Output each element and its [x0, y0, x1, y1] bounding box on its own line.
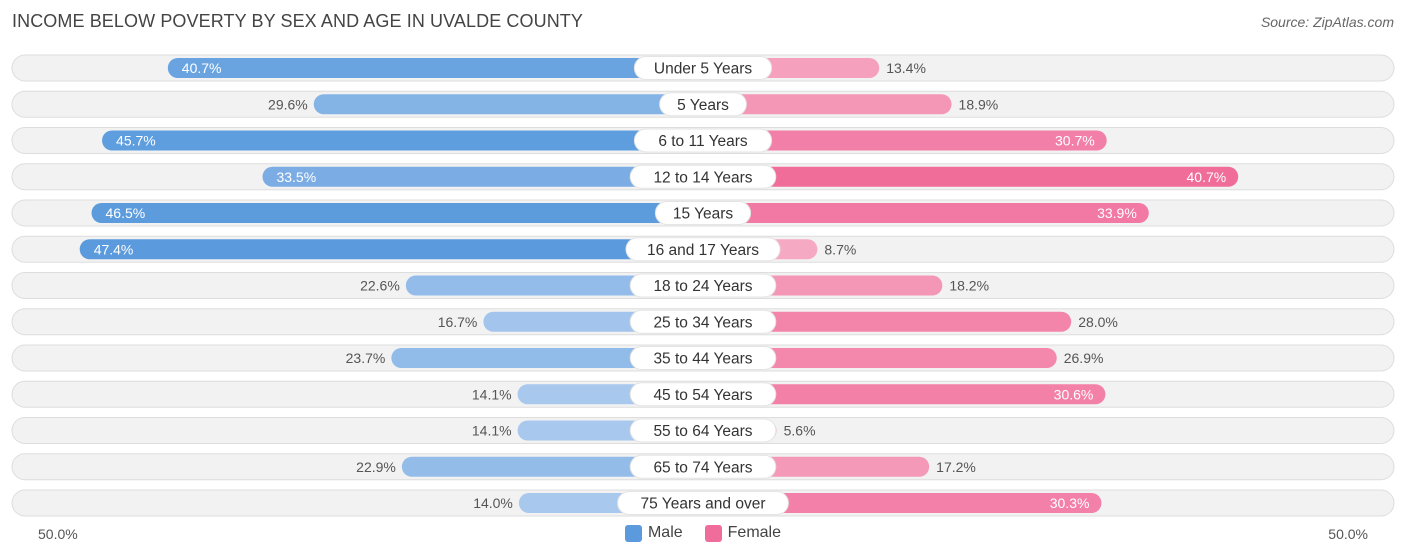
chart-source: Source: ZipAtlas.com	[1260, 14, 1394, 30]
category-pill	[625, 237, 781, 262]
bar-female-value: 18.2%	[949, 278, 989, 294]
axis-right-label: 50.0%	[1328, 526, 1368, 542]
bar-female-value: 30.7%	[1055, 133, 1095, 149]
category-label: 65 to 74 Years	[653, 459, 752, 476]
bar-male	[313, 94, 703, 115]
bar-male-value: 40.7%	[182, 60, 222, 76]
bar-male-value: 33.5%	[276, 169, 316, 185]
bar-male-value: 46.5%	[106, 205, 146, 221]
bar-female-value: 18.9%	[959, 96, 999, 112]
bar-female-value: 30.6%	[1054, 386, 1094, 402]
bar-male-value: 16.7%	[438, 314, 478, 330]
chart-plot: 40.7% 13.4% Under 5 Years 29.6% 18.9% 5 Years…	[11, 54, 1395, 517]
category-label: Under 5 Years	[654, 61, 752, 78]
category-pill	[659, 92, 747, 117]
category-pill	[629, 382, 777, 407]
bar-female	[703, 130, 1107, 151]
legend-swatch-male	[624, 524, 642, 542]
category-label: 6 to 11 Years	[658, 133, 748, 150]
category-pill	[629, 418, 777, 443]
bar-female	[703, 348, 1057, 368]
bar-female-value: 13.4%	[886, 60, 926, 76]
bar-male-value: 47.4%	[94, 241, 134, 257]
bar-female	[703, 493, 1102, 513]
bar-female-value: 26.9%	[1064, 350, 1104, 366]
category-pill	[629, 164, 777, 189]
category-label: 25 to 34 Years	[653, 314, 752, 331]
legend-item-male[interactable]: Male	[624, 524, 683, 542]
legend-label-male: Male	[647, 524, 683, 541]
bar-male-value: 29.6%	[268, 96, 308, 112]
bar-male	[262, 166, 703, 187]
category-pill	[617, 491, 789, 515]
category-label: 15 Years	[673, 206, 734, 223]
bar-male-value: 23.7%	[346, 350, 386, 366]
bar-male-value: 14.1%	[472, 423, 512, 439]
bar-male	[102, 130, 704, 151]
bar-male-value: 22.9%	[356, 459, 396, 475]
axis-left-label: 50.0%	[38, 526, 78, 542]
bar-male	[91, 203, 703, 223]
bar-female-value: 28.0%	[1078, 314, 1118, 330]
legend: Male Female	[0, 524, 1406, 542]
category-label: 5 Years	[677, 97, 729, 114]
category-label: 55 to 64 Years	[653, 423, 752, 440]
bar-male-value: 22.6%	[360, 278, 400, 294]
category-pill	[629, 346, 777, 370]
category-pill	[629, 273, 777, 298]
bar-male	[391, 348, 703, 368]
bar-male-value: 45.7%	[116, 133, 156, 149]
bar-female	[703, 203, 1149, 223]
bar-female-value: 33.9%	[1097, 205, 1137, 221]
legend-label-female: Female	[727, 524, 782, 541]
category-label: 35 to 44 Years	[653, 351, 752, 368]
category-pill	[633, 56, 773, 80]
category-label: 45 to 54 Years	[653, 387, 752, 404]
bar-female	[703, 94, 952, 115]
bar-male-value: 14.0%	[473, 495, 513, 511]
bar-male	[405, 275, 703, 296]
bar-male	[167, 58, 704, 78]
category-label: 18 to 24 Years	[653, 278, 752, 295]
bar-female-value: 5.6%	[784, 423, 816, 439]
bar-female-value: 17.2%	[936, 459, 976, 475]
bar-male-value: 14.1%	[472, 386, 512, 402]
category-pill	[629, 454, 777, 479]
bar-female	[703, 166, 1239, 187]
chart-title: INCOME BELOW POVERTY BY SEX AND AGE IN U…	[12, 11, 584, 31]
category-label: 75 Years and over	[641, 496, 766, 513]
bar-female	[703, 311, 1072, 332]
bar-male	[79, 239, 703, 260]
bar-female	[703, 384, 1106, 405]
category-label: 16 and 17 Years	[647, 242, 759, 259]
category-pill	[633, 128, 773, 153]
bar-female-value: 30.3%	[1050, 495, 1090, 511]
category-pill	[629, 309, 777, 334]
bar-female-value: 8.7%	[824, 241, 856, 257]
legend-item-female[interactable]: Female	[704, 524, 782, 542]
bar-female-value: 40.7%	[1187, 169, 1227, 185]
bar-male	[401, 456, 703, 477]
legend-swatch-female	[704, 524, 722, 542]
category-pill	[654, 201, 752, 225]
category-label: 12 to 14 Years	[653, 169, 752, 186]
